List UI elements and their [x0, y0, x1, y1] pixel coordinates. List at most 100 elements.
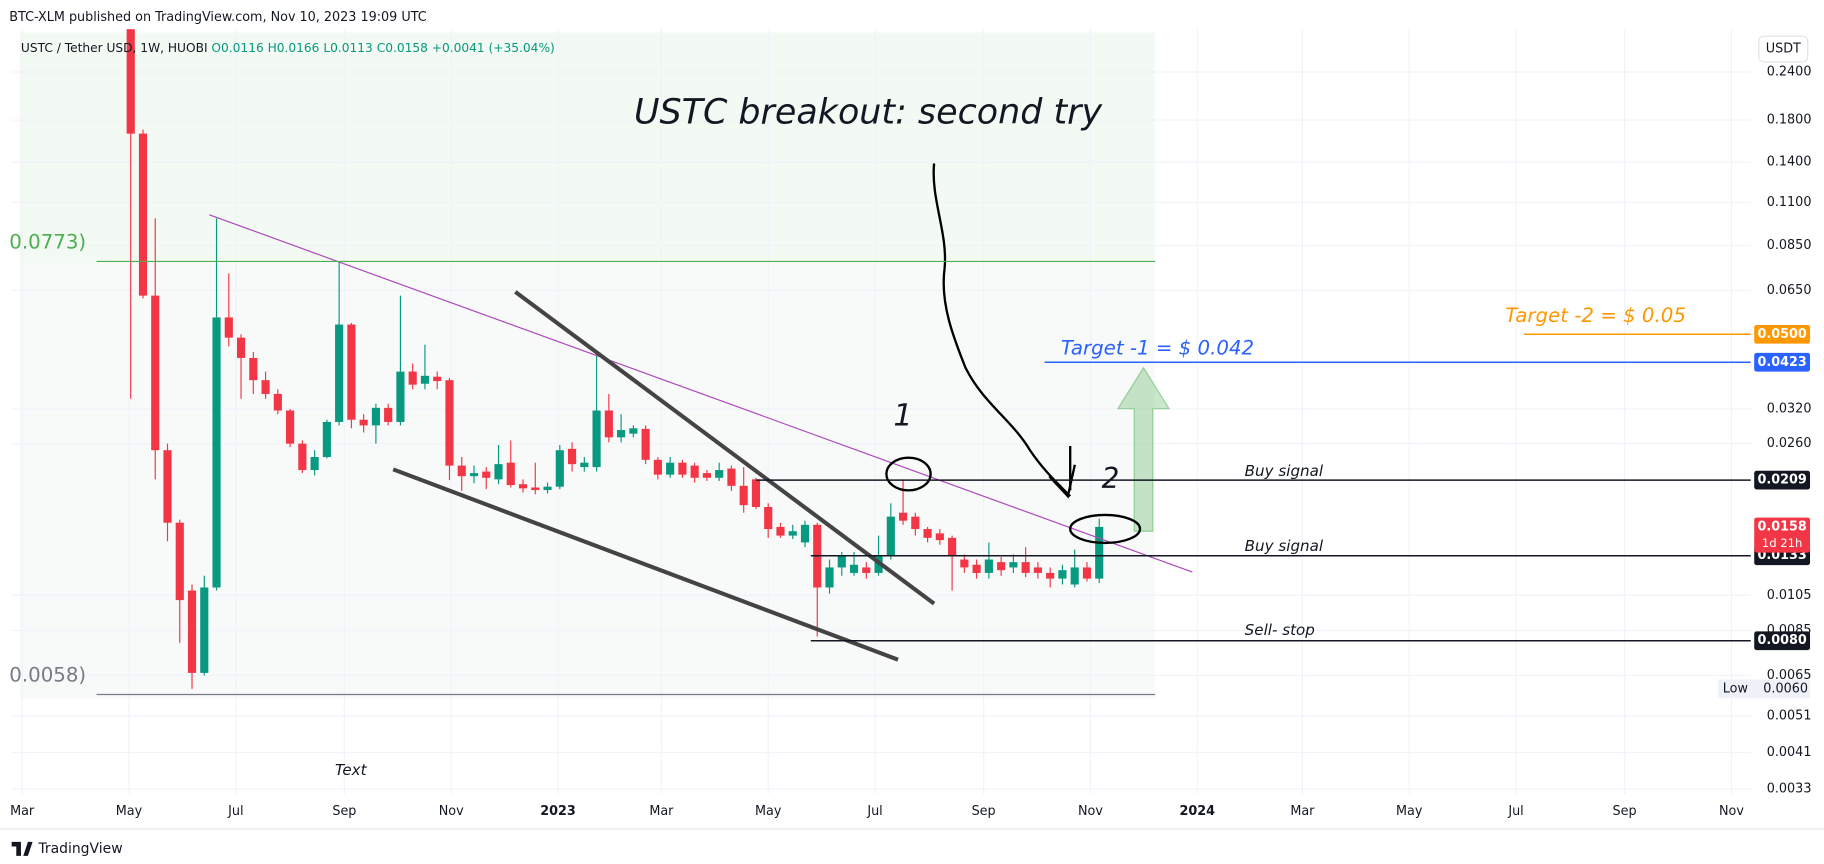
price-badge [1754, 470, 1811, 490]
wedge-upper [514, 290, 936, 606]
candle-body [984, 559, 993, 573]
candle-body [506, 462, 515, 486]
y-tick-label: 0.1400 [1767, 155, 1812, 170]
candle-body [923, 529, 932, 538]
candle-body [482, 471, 491, 478]
candle-body [298, 443, 307, 471]
circle-1 [885, 456, 932, 492]
symbol: USTC / Tether USD, 1W, HUOBI [21, 40, 208, 54]
currency-button[interactable] [1758, 35, 1809, 63]
y-tick-label: 0.0260 [1767, 436, 1812, 451]
candle-body [898, 512, 908, 521]
candle-body [384, 407, 393, 422]
annotation: Target -2 = $ 0.05 [1505, 304, 1686, 327]
x-tick-label: Mar [649, 804, 674, 819]
x-tick-label: Sep [1613, 804, 1637, 819]
currency[interactable]: USDT [1766, 42, 1801, 57]
x-tick-label: Jul [1507, 804, 1523, 819]
candle-body [690, 465, 699, 478]
candle-body [249, 357, 258, 381]
price-badge-label: 0.0209 [1757, 473, 1806, 488]
candle-body [126, 29, 135, 134]
published: BTC-XLM published on TradingView.com, No… [9, 10, 426, 25]
candle-body [322, 421, 331, 458]
x-tick-label: 2024 [1180, 804, 1216, 819]
title: USTC breakout: second try [634, 92, 1103, 132]
x-tick-label: Jul [227, 804, 243, 819]
x-tick-label: Nov [1719, 804, 1744, 819]
candle-body [702, 473, 711, 478]
candle-body [727, 468, 736, 486]
candle-body [531, 487, 540, 491]
y-tick-label: 0.0033 [1767, 781, 1812, 796]
annotation: 1 [893, 398, 912, 433]
candle-body [678, 462, 687, 475]
hand-arrow-head [1048, 464, 1076, 499]
candle-body [862, 567, 871, 573]
y-tick-label: 0.1100 [1767, 195, 1812, 210]
price-badge [1754, 352, 1811, 372]
annotation: Buy signal [1245, 462, 1324, 480]
low: L0.0113 [323, 40, 372, 54]
y-tick-label: 0.1800 [1767, 113, 1812, 128]
y-tick-label: 0.0041 [1767, 745, 1812, 760]
candle-body [935, 533, 944, 541]
candle-body [960, 559, 969, 568]
candle-body [776, 526, 785, 536]
ray-label: 0.0773) [9, 230, 86, 253]
candle-body [629, 428, 638, 434]
candle-body [580, 462, 589, 468]
high: H0.0166 [268, 40, 320, 54]
candle-body [286, 410, 295, 444]
brand: TradingView [37, 841, 122, 857]
x-tick-label: 2023 [540, 804, 576, 819]
candle-body [200, 587, 209, 673]
annotation: 2 [1102, 462, 1120, 495]
candle-body [1021, 562, 1030, 573]
x-tick-label: Nov [439, 804, 464, 819]
x-tick-label: May [116, 804, 143, 819]
candle-body [1070, 567, 1079, 585]
annotation: Text [335, 761, 368, 779]
candle-body [151, 295, 160, 451]
candle-body [175, 522, 184, 601]
price-badge [1754, 631, 1811, 651]
candle-body [396, 371, 405, 422]
candle-body [653, 459, 662, 475]
x-tick-label: Nov [1078, 804, 1103, 819]
candle-body [972, 564, 981, 573]
candle-body [1082, 567, 1092, 579]
wedge-lower [392, 467, 899, 662]
candle-body [604, 410, 613, 438]
candle-body [261, 380, 270, 394]
candle-body [420, 375, 430, 384]
x-tick-label: Sep [972, 804, 996, 819]
x-tick-label: Mar [10, 804, 35, 819]
candle-body [555, 450, 564, 487]
candle-body [335, 324, 344, 422]
y-tick-label: 0.0065 [1767, 668, 1812, 683]
candle-body [739, 485, 748, 506]
candle-body [886, 516, 895, 556]
legend: USTC / Tether USD, 1W, HUOBI O0.0116 H0.… [21, 40, 555, 54]
x-tick-label: May [755, 804, 782, 819]
candle-body [592, 410, 601, 468]
y-tick-label: 0.0105 [1767, 588, 1812, 603]
candle-body [236, 337, 246, 358]
y-tick-label: 0.0320 [1767, 401, 1812, 416]
hand-arrow [932, 163, 1072, 498]
candle-body [1095, 526, 1104, 579]
candle-body [347, 324, 356, 420]
candle-body [469, 473, 479, 477]
range-shade-top [19, 32, 1156, 263]
candle-body [764, 506, 773, 530]
candle-body [837, 555, 846, 568]
low-name: Low [1723, 681, 1748, 696]
candle-body [445, 380, 454, 466]
x-tick-label: Mar [1290, 804, 1315, 819]
candle-body [948, 537, 957, 556]
countdown: 1d 21h [1762, 536, 1803, 550]
price-badge [1754, 324, 1811, 344]
low-badge [1718, 679, 1811, 699]
